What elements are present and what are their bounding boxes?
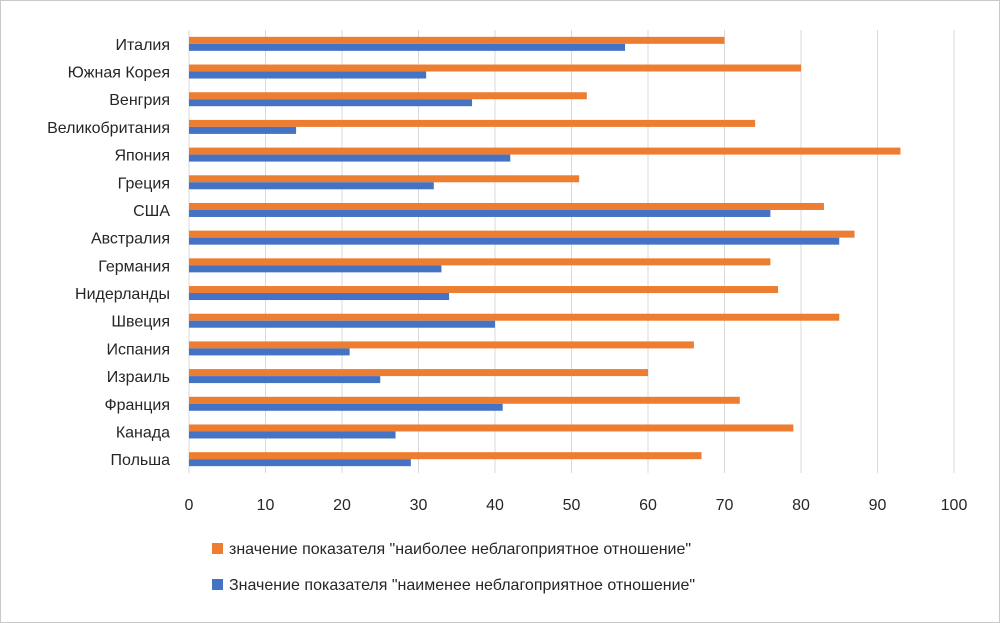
bar-series-1 xyxy=(189,119,756,127)
bar-series-2 xyxy=(189,376,381,384)
bar-series-1 xyxy=(189,341,694,349)
x-tick-label: 90 xyxy=(869,497,887,514)
legend-entry-series-1: значение показателя "наиболее неблагопри… xyxy=(212,541,691,559)
bar-series-1 xyxy=(189,230,855,238)
category-label: США xyxy=(133,203,170,220)
bar-series-2 xyxy=(189,99,473,107)
bar-series-2 xyxy=(189,154,511,162)
x-tick-label: 30 xyxy=(410,497,428,514)
bar-series-1 xyxy=(189,147,901,155)
x-tick-label: 80 xyxy=(792,497,810,514)
legend-entry-series-2: Значение показателя "наименее неблагопри… xyxy=(212,577,695,595)
bar-series-2 xyxy=(189,126,297,134)
category-label: Германия xyxy=(98,258,170,275)
category-label: Австралия xyxy=(91,231,170,248)
bar-series-1 xyxy=(189,452,702,460)
x-tick-label: 0 xyxy=(185,497,194,514)
category-label: Южная Корея xyxy=(68,65,170,82)
bar-series-1 xyxy=(189,64,801,72)
bar-series-2 xyxy=(189,182,434,190)
bar-series-2 xyxy=(189,320,495,328)
bar-series-2 xyxy=(189,459,411,467)
x-tick-label: 100 xyxy=(941,497,968,514)
category-label: Греция xyxy=(118,175,170,192)
x-tick-label: 70 xyxy=(716,497,734,514)
bar-series-1 xyxy=(189,286,779,294)
x-tick-label: 10 xyxy=(257,497,275,514)
bar-series-1 xyxy=(189,175,580,183)
category-label: Венгрия xyxy=(109,92,170,109)
bar-series-2 xyxy=(189,209,771,217)
bars xyxy=(189,36,901,467)
x-tick-label: 60 xyxy=(639,497,657,514)
bar-series-1 xyxy=(189,369,648,377)
category-label: Польша xyxy=(111,452,171,469)
bar-series-1 xyxy=(189,36,725,44)
category-label: Израиль xyxy=(107,369,170,386)
bar-series-1 xyxy=(189,92,587,100)
x-tick-label: 40 xyxy=(486,497,504,514)
bar-series-2 xyxy=(189,71,427,79)
bar-series-1 xyxy=(189,202,824,210)
bar-series-1 xyxy=(189,396,740,404)
x-tick-label: 20 xyxy=(333,497,351,514)
category-label: Франция xyxy=(104,397,170,414)
category-label: Швеция xyxy=(111,314,170,331)
bar-series-1 xyxy=(189,258,771,266)
legend-swatch-series-2 xyxy=(212,579,223,590)
legend-label-series-1: значение показателя "наиболее неблагопри… xyxy=(229,541,692,558)
bar-series-2 xyxy=(189,431,396,439)
bar-series-2 xyxy=(189,293,450,301)
bar-series-1 xyxy=(189,424,794,432)
category-label: Канада xyxy=(116,424,170,441)
category-labels: Италия Южная Корея Венгрия Великобритания Яп… xyxy=(47,37,170,469)
category-label: Италия xyxy=(116,37,170,54)
bar-series-2 xyxy=(189,265,442,273)
bar-series-2 xyxy=(189,237,840,245)
x-tick-label: 50 xyxy=(563,497,581,514)
legend-swatch-series-1 xyxy=(212,543,223,554)
category-label: Великобритания xyxy=(47,120,170,137)
legend-label-series-2: Значение показателя "наименее неблагопри… xyxy=(229,577,696,594)
category-label: Нидерланды xyxy=(75,286,170,303)
bar-series-1 xyxy=(189,313,840,321)
bar-series-2 xyxy=(189,43,626,51)
x-tick-labels: 0 10 20 30 40 50 60 70 80 90 100 xyxy=(185,497,968,514)
category-label: Япония xyxy=(114,148,170,165)
bar-series-2 xyxy=(189,348,350,356)
category-label: Испания xyxy=(107,341,171,358)
bar-series-2 xyxy=(189,403,503,411)
